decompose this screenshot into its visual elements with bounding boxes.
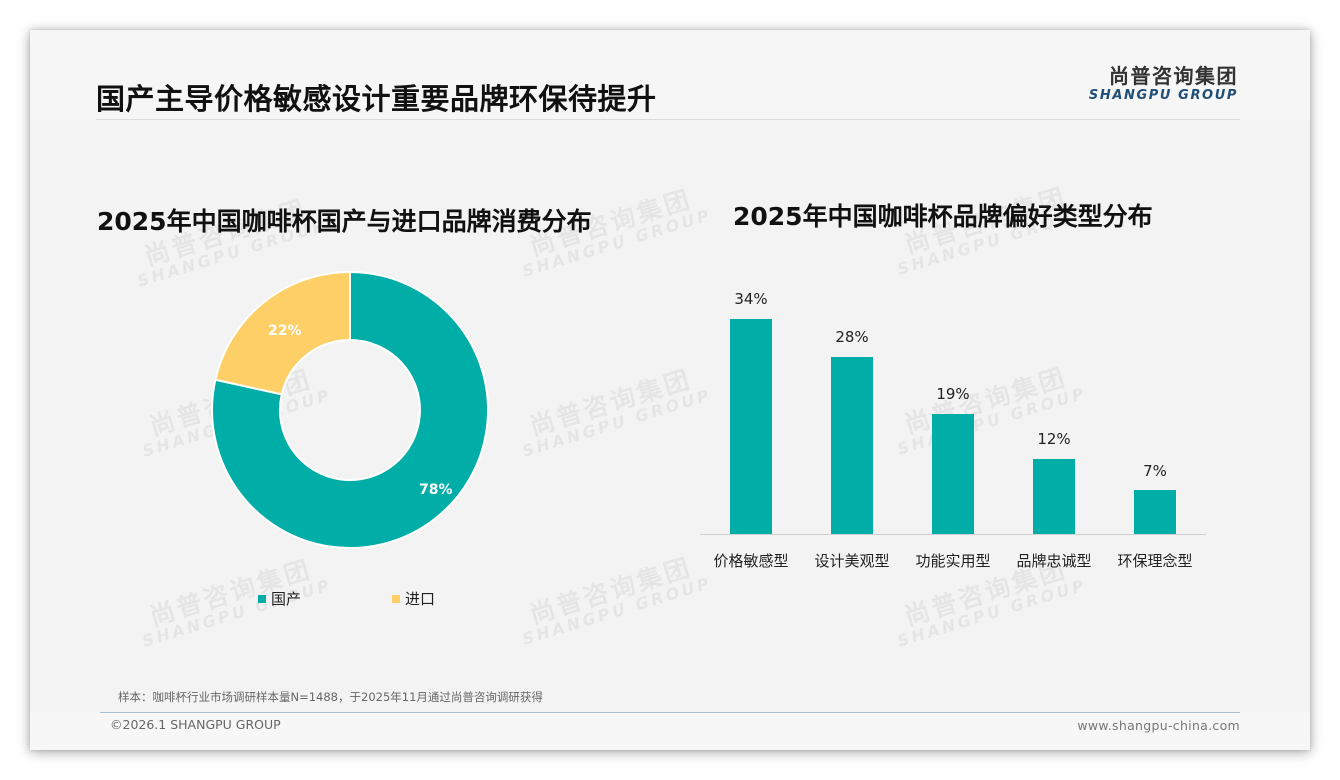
slide: 尚普咨询集团 SHANGPU GROUP 尚普咨询集团 SHANGPU GROU… [30,30,1310,750]
donut-chart: 78% 22% [210,270,490,550]
legend-item-imported: 进口 [392,588,435,609]
logo-chinese-name: 尚普咨询集团 [1109,64,1238,88]
company-logo: 尚普咨询集团 SHANGPU GROUP [1089,64,1238,104]
x-axis-label: 品牌忠诚型 [1016,552,1092,570]
donut-label-domestic: 78% [419,482,453,498]
copyright-text: ©2026.1 SHANGPU GROUP [110,717,281,732]
bar-eco-concept [1134,490,1176,534]
footer-band [30,712,1310,750]
bar-value: 34% [734,290,768,308]
legend-swatch-teal-icon [258,594,266,603]
bar-functional-practical [932,414,974,534]
bar-design-aesthetic [831,357,873,534]
bar-value: 28% [835,328,869,346]
x-axis-label: 功能实用型 [915,552,991,570]
donut-slice-imported [214,270,351,396]
donut-chart-graphic [211,270,489,549]
logo-english-name: SHANGPU GROUP [1088,88,1238,103]
bar-value: 12% [1037,430,1071,448]
page-title: 国产主导价格敏感设计重要品牌环保待提升 [96,82,657,116]
watermark: 尚普咨询集团 SHANGPU GROUP [520,364,714,462]
watermark: 尚普咨询集团 SHANGPU GROUP [520,552,714,650]
legend-item-domestic: 国产 [258,588,301,609]
x-axis-label: 环保理念型 [1117,552,1193,570]
bar-value: 7% [1143,462,1167,480]
header-band [30,30,1310,120]
bar-chart: 34% 28% 19% 12% 7% 价格敏感型 设计美观型 功能实用型 品牌忠… [700,280,1210,580]
donut-slice-domestic [211,270,489,549]
bar-chart-title: 2025年中国咖啡杯品牌偏好类型分布 [733,202,1153,231]
bar-brand-loyal [1033,459,1075,534]
bar-value: 19% [936,385,970,403]
legend-label: 国产 [271,590,302,608]
x-axis-line [700,534,1206,535]
sample-note: 样本：咖啡杯行业市场调研样本量N=1488，于2025年11月通过尚普咨询调研获… [118,690,543,704]
title-divider [96,119,1240,120]
donut-chart-title: 2025年中国咖啡杯国产与进口品牌消费分布 [97,207,592,236]
website-link[interactable]: www.shangpu-china.com [1077,718,1240,733]
watermark: 尚普咨询集团 SHANGPU GROUP [140,554,334,652]
footer-divider [100,712,1240,713]
x-axis-label: 价格敏感型 [713,552,789,570]
bar-price-sensitive [730,319,772,534]
donut-label-imported: 22% [268,323,302,339]
legend-swatch-yellow-icon [392,594,400,603]
x-axis-label: 设计美观型 [814,552,890,570]
legend-label: 进口 [405,590,436,608]
